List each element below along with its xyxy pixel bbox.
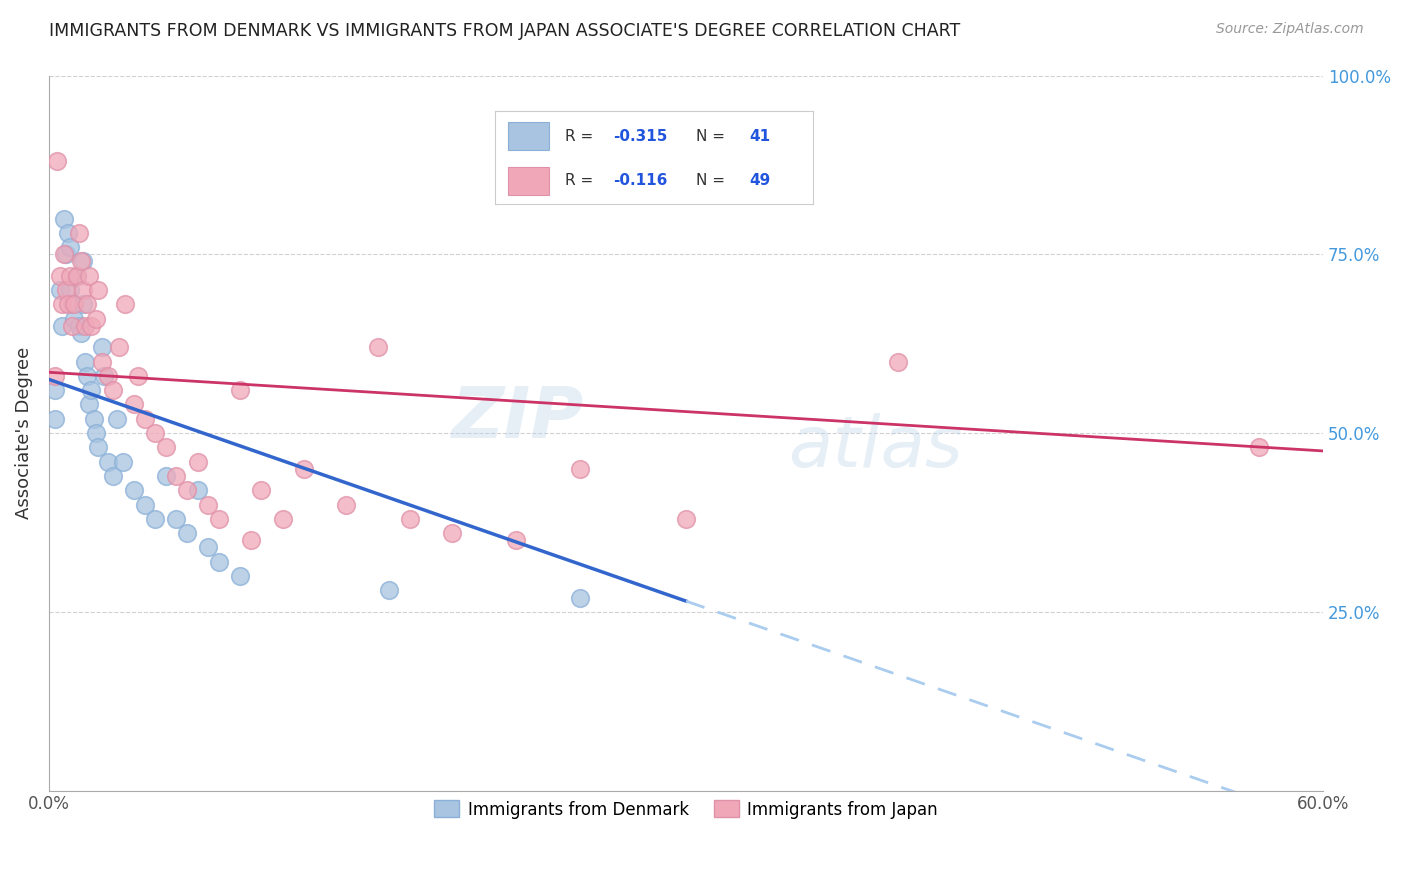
- Point: [887, 354, 910, 368]
- Point: [91, 354, 114, 368]
- Point: [56, 297, 79, 311]
- Point: [75, 318, 97, 333]
- Point: [155, 469, 177, 483]
- Point: [60, 297, 83, 311]
- Point: [67, 318, 90, 333]
- Point: [44, 383, 66, 397]
- Point: [122, 483, 145, 498]
- Point: [51, 318, 73, 333]
- Y-axis label: Associate's Degree: Associate's Degree: [15, 347, 32, 519]
- Point: [187, 483, 209, 498]
- Point: [271, 512, 294, 526]
- Point: [101, 383, 124, 397]
- Point: [675, 512, 697, 526]
- Point: [59, 240, 82, 254]
- Point: [112, 455, 135, 469]
- Point: [229, 569, 252, 583]
- Point: [72, 297, 94, 311]
- Point: [65, 268, 87, 283]
- Point: [143, 425, 166, 440]
- Point: [69, 326, 91, 340]
- Point: [72, 283, 94, 297]
- Text: atlas: atlas: [787, 413, 963, 482]
- Point: [80, 383, 103, 397]
- Point: [84, 311, 107, 326]
- Point: [568, 462, 591, 476]
- Point: [59, 283, 82, 297]
- Point: [79, 268, 101, 283]
- Point: [48, 283, 70, 297]
- Point: [143, 512, 166, 526]
- Point: [176, 483, 198, 498]
- Point: [208, 512, 231, 526]
- Point: [101, 469, 124, 483]
- Point: [105, 411, 128, 425]
- Point: [97, 368, 120, 383]
- Point: [51, 297, 73, 311]
- Point: [441, 526, 464, 541]
- Point: [367, 340, 389, 354]
- Point: [44, 368, 66, 383]
- Point: [377, 583, 399, 598]
- Point: [56, 226, 79, 240]
- Point: [93, 368, 115, 383]
- Point: [63, 311, 86, 326]
- Point: [134, 498, 156, 512]
- Point: [69, 254, 91, 268]
- Point: [52, 247, 75, 261]
- Point: [208, 555, 231, 569]
- Point: [75, 354, 97, 368]
- Point: [63, 297, 86, 311]
- Point: [197, 541, 219, 555]
- Point: [46, 154, 69, 169]
- Legend: Immigrants from Denmark, Immigrants from Japan: Immigrants from Denmark, Immigrants from…: [427, 794, 945, 825]
- Text: Source: ZipAtlas.com: Source: ZipAtlas.com: [1216, 22, 1364, 37]
- Point: [165, 469, 187, 483]
- Point: [108, 340, 131, 354]
- Point: [79, 397, 101, 411]
- Point: [176, 526, 198, 541]
- Point: [122, 397, 145, 411]
- Point: [292, 462, 315, 476]
- Point: [97, 455, 120, 469]
- Point: [67, 226, 90, 240]
- Point: [399, 512, 422, 526]
- Point: [229, 383, 252, 397]
- Point: [59, 268, 82, 283]
- Point: [91, 340, 114, 354]
- Point: [250, 483, 273, 498]
- Point: [87, 441, 110, 455]
- Point: [72, 254, 94, 268]
- Point: [505, 533, 527, 548]
- Point: [197, 498, 219, 512]
- Point: [55, 283, 77, 297]
- Text: IMMIGRANTS FROM DENMARK VS IMMIGRANTS FROM JAPAN ASSOCIATE'S DEGREE CORRELATION : IMMIGRANTS FROM DENMARK VS IMMIGRANTS FR…: [49, 22, 960, 40]
- Point: [55, 247, 77, 261]
- Point: [134, 411, 156, 425]
- Text: ZIP: ZIP: [451, 384, 583, 453]
- Point: [48, 268, 70, 283]
- Point: [155, 441, 177, 455]
- Point: [76, 368, 98, 383]
- Point: [44, 411, 66, 425]
- Point: [335, 498, 357, 512]
- Point: [568, 591, 591, 605]
- Point: [187, 455, 209, 469]
- Point: [87, 283, 110, 297]
- Point: [83, 411, 105, 425]
- Point: [52, 211, 75, 226]
- Point: [239, 533, 262, 548]
- Point: [65, 268, 87, 283]
- Point: [76, 297, 98, 311]
- Point: [165, 512, 187, 526]
- Point: [80, 318, 103, 333]
- Point: [114, 297, 136, 311]
- Point: [127, 368, 149, 383]
- Point: [60, 318, 83, 333]
- Point: [1249, 441, 1271, 455]
- Point: [84, 425, 107, 440]
